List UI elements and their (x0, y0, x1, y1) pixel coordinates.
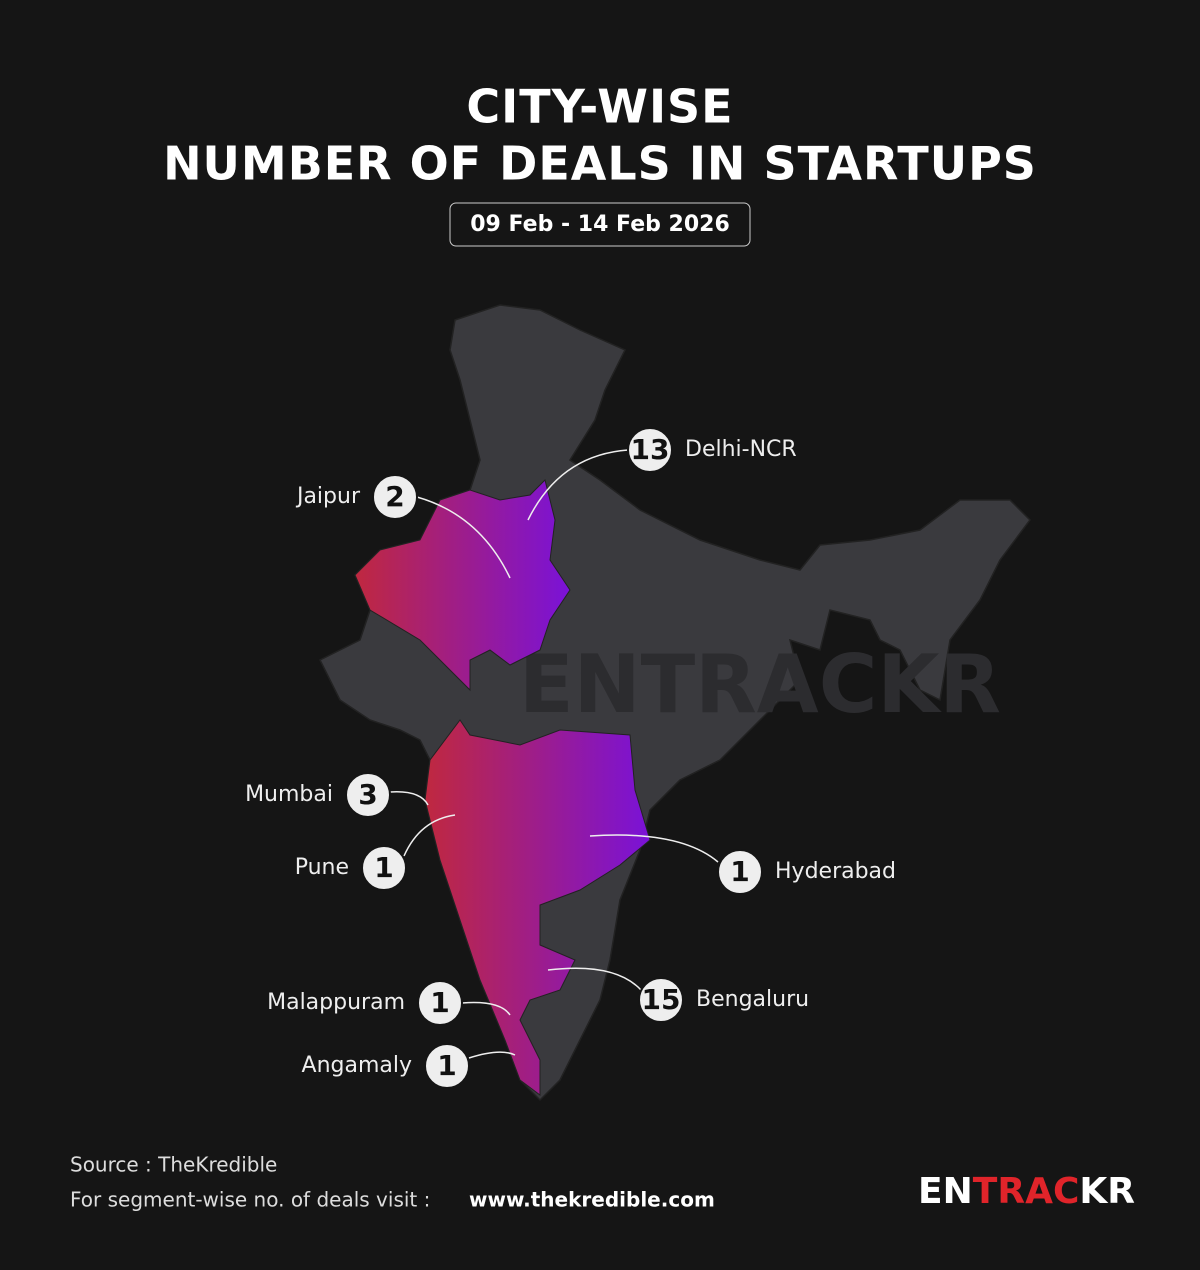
footer-link: www.thekredible.com (469, 1188, 715, 1212)
title-line1: CITY-WISE (466, 80, 733, 134)
callout-line (468, 1051, 516, 1059)
callout-line (403, 814, 456, 857)
deal-count: 13 (631, 433, 670, 466)
source: Source : TheKredible (70, 1153, 277, 1177)
deal-badge (345, 772, 391, 818)
callout-line (461, 1001, 511, 1016)
title-line2: NUMBER OF DEALS IN STARTUPS (163, 137, 1037, 191)
deal-count: 1 (437, 1049, 456, 1082)
city-name: Mumbai (245, 782, 333, 807)
deal-count: 15 (642, 983, 681, 1016)
callout-line (416, 496, 511, 579)
watermark: ENTRACKR (519, 638, 1001, 731)
logo: ENTRACKR (918, 1171, 1135, 1212)
deal-badge (417, 980, 463, 1026)
deal-count: 2 (385, 480, 404, 513)
city-name: Jaipur (295, 484, 361, 509)
callout-line (389, 791, 429, 806)
city-name: Malappuram (267, 990, 405, 1015)
deal-badge (717, 849, 763, 895)
deal-badge (627, 427, 673, 473)
footer-note: For segment-wise no. of deals visit : (70, 1188, 430, 1212)
callout-line (589, 834, 719, 863)
city-name: Angamaly (302, 1053, 412, 1078)
deal-count: 1 (730, 855, 749, 888)
deal-badge (424, 1043, 470, 1089)
callout-line (547, 967, 642, 991)
city-name: Bengaluru (696, 987, 809, 1012)
deal-badge (372, 474, 418, 520)
city-name: Pune (295, 855, 349, 880)
deal-count: 3 (358, 778, 377, 811)
deal-badge (361, 845, 407, 891)
highlight-south (424, 719, 651, 1096)
highlight-north (354, 479, 571, 692)
city-name: Delhi-NCR (685, 437, 797, 462)
date-box (449, 202, 751, 247)
deal-count: 1 (430, 986, 449, 1019)
date-range: 09 Feb - 14 Feb 2026 (470, 212, 730, 237)
city-name: Hyderabad (775, 859, 896, 884)
callout-line (527, 449, 629, 521)
callouts: 13 Delhi-NCR 2 Jaipur 3 Mumbai 1 Pune 1 Hyderabad… (245, 427, 896, 1089)
deal-badge (638, 977, 684, 1023)
deal-count: 1 (374, 851, 393, 884)
